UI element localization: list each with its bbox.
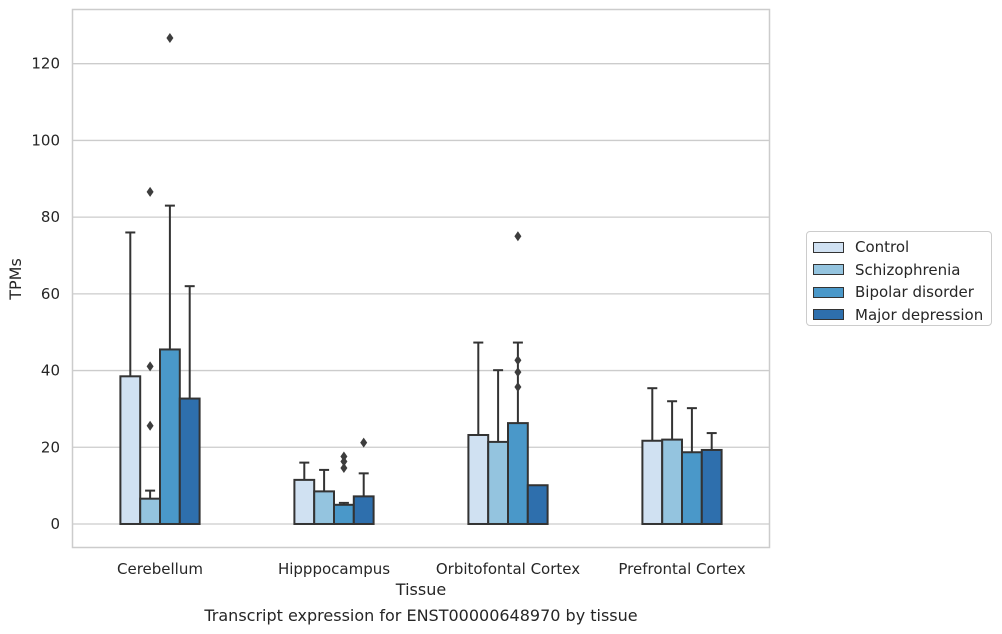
bar [333, 503, 355, 525]
bar [178, 397, 201, 525]
y-tick-label: 0 [50, 515, 60, 533]
y-tick-label: 120 [31, 55, 60, 73]
outlier-point [360, 437, 368, 448]
legend-swatch [813, 286, 844, 298]
legend-swatch [813, 264, 844, 276]
x-axis-label: Tissue [395, 580, 446, 599]
x-tick-label: Orbitofontal Cortex [436, 560, 580, 578]
outlier-point [514, 231, 522, 242]
outlier-point [514, 355, 522, 366]
bar [700, 448, 723, 525]
outlier-point [514, 382, 522, 393]
x-tick-label: Prefrontal Cortex [618, 560, 745, 578]
bar [352, 495, 375, 525]
bar [681, 451, 703, 525]
legend-swatch [813, 309, 844, 321]
outlier-point [514, 367, 522, 378]
bar [526, 484, 549, 525]
x-tick-label: Cerebellum [117, 560, 203, 578]
legend-label: Major depression [855, 305, 984, 324]
y-tick-label: 40 [41, 362, 60, 380]
x-tick-label: Hipppocampus [278, 560, 390, 578]
bar [661, 438, 684, 525]
y-tick-label: 100 [31, 131, 60, 149]
y-tick-labels: 0 20 40 60 80 100 120 [31, 55, 60, 533]
bar [507, 422, 529, 525]
outlier-point [146, 186, 154, 197]
figure-caption: Transcript expression for ENST0000064897… [204, 606, 638, 625]
error-bars [125, 204, 717, 505]
outlier-point [340, 456, 348, 467]
legend-swatch [813, 241, 844, 253]
bar [139, 497, 161, 525]
outlier-point [166, 33, 174, 44]
legend-item-bipolar-disorder: Bipolar disorder [813, 281, 991, 304]
outlier-point [146, 420, 154, 431]
y-tick-label: 20 [41, 438, 60, 456]
legend-item-control: Control [813, 236, 991, 259]
legend-item-schizophrenia: Schizophrenia [813, 259, 991, 282]
y-tick-label: 60 [41, 285, 60, 303]
outliers [146, 33, 522, 473]
outlier-point [146, 361, 154, 372]
bar [467, 433, 490, 525]
bar [641, 439, 664, 525]
legend: Control Schizophrenia Bipolar disorder M… [806, 231, 992, 326]
legend-item-major-depression: Major depression [813, 304, 991, 327]
bar [293, 478, 316, 525]
legend-label: Bipolar disorder [855, 283, 974, 302]
x-tick-labels: Cerebellum Hipppocampus Orbitofontal Corte… [117, 560, 746, 578]
legend-label: Schizophrenia [855, 260, 961, 279]
y-axis-label: TPMs [6, 258, 25, 301]
bar [159, 348, 181, 525]
bar [313, 490, 336, 525]
bar [487, 440, 510, 525]
bars [119, 348, 723, 525]
plot-frame [71, 8, 771, 549]
legend-label: Control [855, 238, 910, 257]
bar [119, 375, 142, 525]
outlier-point [340, 462, 348, 473]
y-tick-label: 80 [41, 208, 60, 226]
